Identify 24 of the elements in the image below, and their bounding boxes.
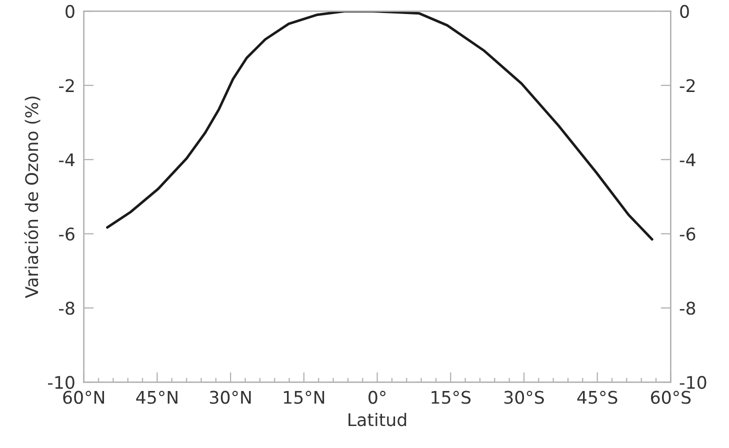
- x-tick-label: 15°N: [284, 390, 324, 404]
- x-tick-label: 60°S: [650, 390, 691, 404]
- x-tick-label: 60°N: [63, 390, 104, 404]
- y-tick-label: -6: [59, 227, 74, 241]
- y2-tick-label: -8: [680, 302, 696, 315]
- y2-tick-label: -4: [680, 154, 696, 166]
- x-axis-title: Latitud: [348, 412, 406, 426]
- line-series: [106, 11, 654, 241]
- y2-tick-label: -2: [680, 79, 695, 92]
- y-tick-label: -2: [59, 79, 74, 92]
- x-tick-label: 0°: [368, 390, 386, 404]
- x-tick-label: 30°S: [504, 390, 544, 404]
- y2-tick-label: -10: [680, 376, 706, 389]
- y2-tick-label: 0: [680, 4, 689, 18]
- y2-tick-label: -6: [680, 227, 696, 241]
- x-tick-label: 45°S: [577, 390, 618, 404]
- x-tick-label: 45°N: [136, 390, 178, 404]
- x-tick-label: 30°N: [210, 390, 251, 404]
- y-tick-label: -4: [59, 154, 75, 166]
- y-tick-label: -8: [59, 302, 74, 315]
- x-tick-label: 15°S: [432, 390, 471, 404]
- y-axis-title: Variación de Ozono (%): [24, 96, 40, 298]
- y-tick-label: 0: [66, 4, 74, 18]
- y-tick-label: -10: [48, 376, 74, 389]
